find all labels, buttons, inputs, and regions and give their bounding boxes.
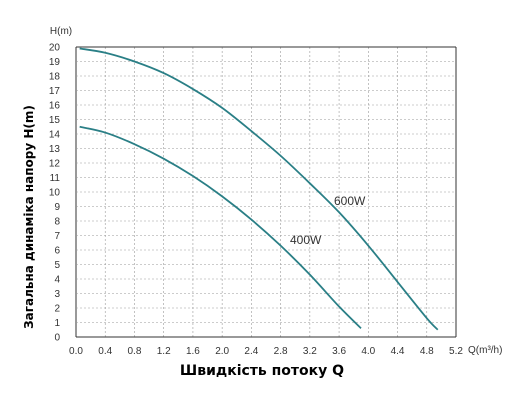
y-tick-label: 11 (50, 173, 61, 184)
x-tick-label: 1.6 (186, 346, 200, 357)
x-tick-label: 0.0 (69, 346, 83, 357)
y-tick-label: 6 (54, 246, 60, 257)
y-tick-label: 18 (49, 72, 61, 83)
x-tick-label: 2.8 (274, 346, 288, 357)
y-tick-label: 14 (49, 130, 61, 141)
y-unit-label: H(m) (50, 26, 72, 37)
x-tick-label: 4.0 (361, 346, 375, 357)
y-tick-label: 1 (54, 318, 60, 329)
y-tick-label: 15 (49, 115, 61, 126)
x-unit-label: Q(m³/h) (468, 345, 502, 356)
x-tick-label: 2.4 (244, 346, 258, 357)
series-line-600w (79, 47, 439, 331)
series-label-600w: 600W (334, 194, 366, 208)
y-tick-label: 2 (54, 304, 60, 315)
y-tick-label: 9 (54, 202, 60, 213)
x-tick-label: 3.2 (303, 346, 317, 357)
x-tick-label: 4.4 (391, 346, 405, 357)
x-tick-label: 0.8 (128, 346, 142, 357)
x-tick-labels: 0.0 0.4 0.8 1.2 1.6 2.0 2.4 2.8 3.2 3.6 4.0 4.4 4.8 5… (69, 346, 463, 357)
x-tick-label: 5.2 (449, 346, 463, 357)
y-tick-label: 3 (54, 289, 60, 300)
y-tick-label: 12 (49, 159, 61, 170)
x-tick-label: 1.2 (157, 346, 171, 357)
y-tick-label: 16 (49, 101, 61, 112)
y-tick-label: 10 (49, 188, 61, 199)
y-tick-label: 5 (54, 260, 60, 271)
y-tick-label: 13 (49, 144, 61, 155)
x-tick-label: 4.8 (420, 346, 434, 357)
curves (79, 47, 439, 331)
series-line-400w (79, 125, 362, 329)
y-tick-label: 4 (54, 275, 60, 286)
grid (75, 46, 457, 338)
series-label-400w: 400W (290, 233, 322, 247)
x-tick-label: 3.6 (332, 346, 346, 357)
x-tick-label: 2.0 (215, 346, 229, 357)
x-tick-label: 0.4 (98, 346, 112, 357)
y-tick-label: 17 (49, 86, 61, 97)
y-tick-label: 7 (54, 231, 60, 242)
y-tick-label: 0 (54, 333, 60, 344)
y-axis-title: Загальна динаміка напору H(m) (22, 105, 36, 329)
y-tick-label: 8 (54, 217, 60, 228)
x-axis-title: Швидкість потоку Q (180, 363, 344, 379)
y-tick-label: 19 (49, 57, 61, 68)
y-tick-label: 20 (49, 43, 61, 54)
